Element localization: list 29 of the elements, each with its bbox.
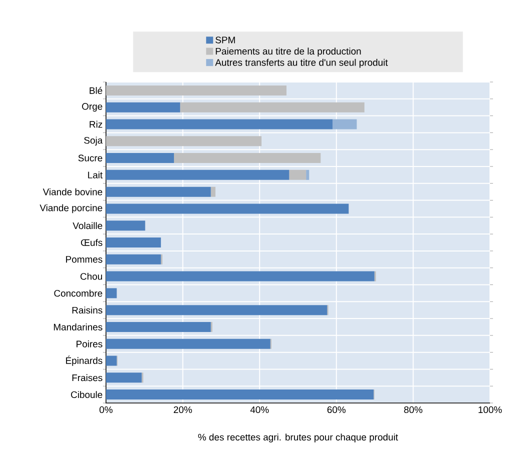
x-axis-title: % des recettes agri. brutes pour chaque produit (198, 434, 398, 442)
y-tick-label: Épinards (66, 356, 102, 366)
y-tick-label: Riz (90, 120, 102, 128)
y-tick-label: Lait (88, 171, 103, 178)
x-tick-label: 60% (327, 406, 346, 414)
y-tick-label: Sucre (78, 154, 102, 162)
y-tick-label: Soja (84, 136, 103, 146)
x-tick-label: 40% (250, 406, 269, 414)
x-tick-label: 0% (100, 406, 112, 414)
y-tick-label: Pommes (66, 256, 102, 263)
y-tick-label: Concombre (54, 290, 102, 297)
y-tick-label: Blé (90, 86, 102, 94)
x-tick-label: 20% (174, 406, 192, 414)
y-tick-label: Œufs (81, 239, 102, 246)
y-tick-label: Chou (80, 272, 102, 280)
y-tick-label: Viande porcine (40, 204, 102, 214)
y-tick-label: Raisins (72, 306, 102, 314)
y-tick-label: Orge (82, 103, 102, 112)
y-tick-label: Poires (76, 340, 102, 348)
y-tick-label: Fraises (72, 374, 102, 382)
x-tick-label: 80% (404, 406, 422, 414)
y-tick-label: Mandarines (54, 324, 102, 330)
y-tick-label: Volaille (72, 222, 102, 230)
y-tick-label: Ciboule (71, 391, 102, 398)
legend-label: Paiements au titre de la production (216, 48, 361, 56)
legend-label: SPM (216, 36, 235, 44)
legend-label: Autres transferts au titre d'un seul produit (215, 58, 388, 68)
y-tick-label: Viande bovine (42, 188, 102, 196)
x-tick-label: 100% (478, 406, 502, 414)
